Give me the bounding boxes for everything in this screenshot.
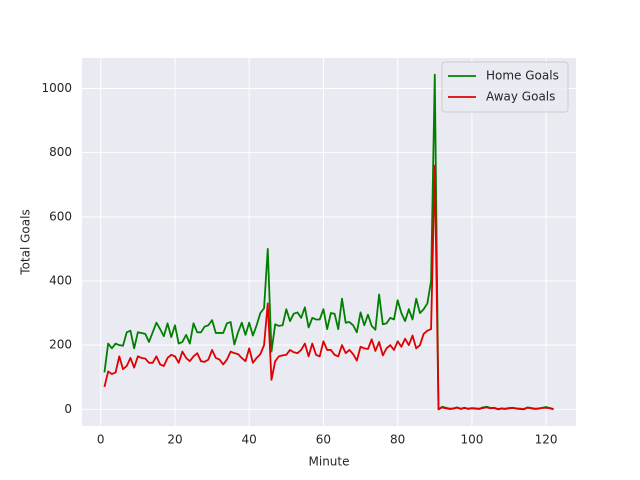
y-axis-label: Total Goals (19, 209, 33, 275)
y-tick-label: 400 (49, 273, 72, 287)
x-tick-label: 40 (242, 433, 257, 447)
x-tick-label: 80 (390, 433, 405, 447)
y-tick-label: 1000 (41, 81, 72, 95)
legend: Home Goals Away Goals (441, 61, 569, 113)
series-line (103, 164, 554, 411)
x-tick-label: 100 (460, 433, 483, 447)
legend-label: Home Goals (486, 69, 559, 83)
x-tick-label: 60 (316, 433, 331, 447)
x-tick-label: 0 (97, 433, 105, 447)
x-tick-label: 120 (535, 433, 558, 447)
x-tick-label: 20 (167, 433, 182, 447)
lines (103, 73, 554, 411)
legend-label: Away Goals (486, 90, 555, 104)
y-tick-label: 600 (49, 209, 72, 223)
y-tick-label: 0 (64, 402, 72, 416)
y-tick-label: 200 (49, 338, 72, 352)
y-tick-label: 800 (49, 145, 72, 159)
plot-area (82, 58, 576, 426)
legend-box (441, 61, 569, 113)
x-axis-label: Minute (309, 455, 350, 469)
